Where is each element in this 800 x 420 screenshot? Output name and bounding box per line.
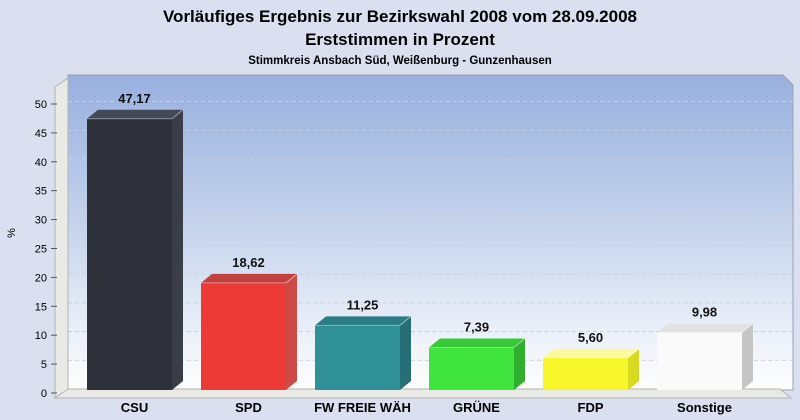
bar-value-label: 18,62	[232, 255, 265, 270]
bar-side-face	[400, 316, 411, 390]
bar-edge-highlight	[627, 348, 640, 359]
bar-side-face	[742, 323, 753, 390]
y-tick-label: 30	[35, 215, 47, 227]
chart-title: Vorläufiges Ergebnis zur Bezirkswahl 200…	[162, 7, 638, 26]
bar-edge-highlight	[513, 338, 526, 348]
bar-fw-freie-w-h: 11,25 FW FREIE WÄH	[314, 297, 412, 415]
chart-header: Vorläufiges Ergebnis zur Bezirkswahl 200…	[0, 0, 800, 67]
bar-side-face	[514, 338, 525, 390]
bar-category-label: GRÜNE	[453, 400, 500, 415]
bar-category-label: FW FREIE WÄH	[314, 400, 411, 415]
bar-edge-highlight	[171, 109, 184, 120]
bar-edge-highlight	[741, 323, 754, 334]
bar-front-face	[201, 282, 286, 390]
y-tick-label: 40	[35, 157, 47, 169]
bar-value-label: 5,60	[578, 330, 603, 345]
y-tick-label: 20	[35, 272, 47, 284]
bar-value-label: 9,98	[692, 305, 717, 320]
bar-front-face	[429, 347, 514, 390]
chart-region-label: Stimmkreis Ansbach Süd, Weißenburg - Gun…	[248, 55, 552, 68]
bar-edge-highlight	[285, 273, 298, 284]
y-tick-label: 35	[35, 186, 47, 198]
y-tick-label: 45	[35, 128, 47, 140]
bar-sonstige: 9,98 Sonstige	[657, 305, 754, 415]
y-axis-label: %	[6, 228, 18, 238]
bar-side-face	[172, 109, 183, 391]
y-axis: 0 5 10 15 20 25 30 35 40 45 50%	[6, 99, 57, 400]
bar-front-face	[87, 118, 172, 391]
y-tick-label: 25	[35, 244, 47, 256]
bar-top-face	[315, 316, 411, 326]
bar-category-label: Sonstige	[677, 400, 732, 415]
bar-gr-ne: 7,39 GRÜNE	[429, 320, 526, 415]
chart-floor	[53, 388, 793, 399]
bar-edge-highlight	[399, 315, 412, 326]
bar-front-face	[543, 357, 628, 390]
bar-spd: 18,62 SPD	[201, 255, 298, 415]
bar-front-face	[315, 325, 400, 390]
bar-category-label: FDP	[578, 400, 604, 415]
bar-top-face	[429, 338, 525, 348]
bar-side-face	[286, 273, 297, 390]
bar-csu: 47,17 CSU	[87, 91, 184, 415]
bar-top-face	[657, 323, 753, 333]
bar-top-face	[201, 273, 297, 283]
y-tick-label: 0	[41, 388, 47, 400]
bar-top-face	[543, 348, 639, 358]
bar-category-label: SPD	[235, 400, 262, 415]
bar-value-label: 7,39	[464, 320, 489, 335]
chart-subtitle: Erststimmen in Prozent	[305, 29, 495, 49]
bar-front-face	[657, 332, 742, 390]
bar-value-label: 47,17	[118, 91, 151, 106]
y-tick-label: 5	[41, 359, 47, 371]
y-tick-label: 50	[35, 99, 47, 111]
bar-side-face	[628, 348, 639, 390]
y-tick-label: 15	[35, 301, 47, 313]
bar-value-label: 11,25	[347, 297, 379, 312]
y-tick-label: 10	[35, 330, 47, 342]
axis-wall-left	[54, 77, 69, 399]
bar-fdp: 5,60 FDP	[543, 330, 640, 415]
bar-category-label: CSU	[121, 400, 148, 415]
bar-top-face	[87, 109, 183, 119]
